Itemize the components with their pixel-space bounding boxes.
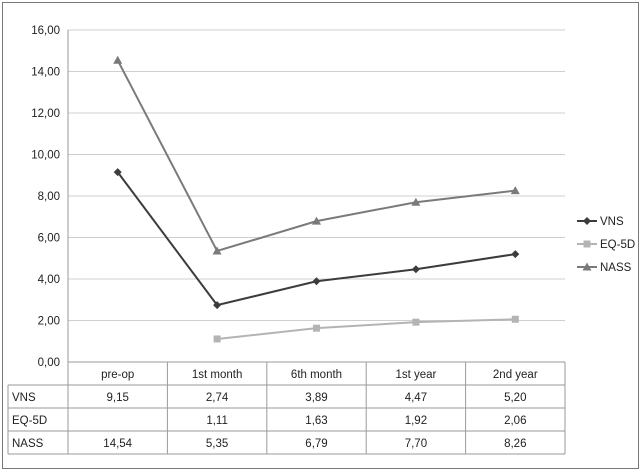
table-cell-value: 7,70	[405, 438, 427, 450]
data-point-vns	[113, 168, 122, 177]
category-label: 1st year	[395, 369, 436, 381]
table-cell-value: 2,74	[206, 392, 229, 404]
table-cell-value: 2,06	[504, 415, 526, 427]
data-point-eq-5d	[313, 324, 320, 332]
table-series-name: EQ-5D	[12, 415, 47, 427]
category-label: 1st month	[192, 369, 243, 381]
y-tick-label: 0,00	[38, 357, 60, 369]
data-point-vns	[511, 250, 520, 259]
table-cell-value: 1,63	[305, 415, 327, 427]
data-point-eq-5d	[511, 315, 519, 323]
table-cell-value: 6,79	[305, 438, 327, 450]
chart-frame	[2, 2, 639, 469]
data-point-nass	[113, 55, 123, 64]
y-tick-label: 6,00	[38, 233, 60, 245]
table-series-name: NASS	[12, 438, 44, 450]
legend-marker	[583, 240, 591, 248]
y-tick-label: 8,00	[38, 191, 60, 203]
y-tick-label: 12,00	[31, 108, 60, 120]
y-tick-label: 10,00	[31, 150, 60, 162]
legend-label: VNS	[600, 216, 624, 228]
category-label: 2nd year	[493, 369, 538, 381]
table-cell-value: 4,47	[405, 392, 427, 404]
table-cell-value: 1,92	[405, 415, 427, 427]
y-tick-label: 4,00	[38, 274, 60, 286]
data-point-eq-5d	[412, 318, 420, 326]
series-line-eq-5d	[216, 318, 516, 340]
data-point-vns	[312, 277, 321, 286]
data-point-vns	[411, 265, 420, 274]
legend-label: EQ-5D	[600, 239, 635, 251]
y-tick-label: 2,00	[38, 316, 60, 328]
y-tick-label: 14,00	[31, 67, 60, 79]
y-tick-label: 16,00	[31, 25, 60, 37]
category-label: pre-op	[101, 369, 134, 381]
legend-marker	[583, 217, 591, 225]
table-cell-value: 5,20	[504, 392, 526, 404]
data-point-eq-5d	[213, 335, 221, 343]
table-cell-value: 9,15	[107, 392, 129, 404]
legend-marker	[582, 262, 592, 271]
table-series-name: VNS	[12, 392, 36, 404]
table-cell-value: 3,89	[305, 392, 327, 404]
category-label: 6th month	[291, 369, 342, 381]
table-cell-value: 14,54	[103, 438, 132, 450]
data-point-nass	[411, 197, 421, 206]
table-cell-value: 5,35	[206, 438, 228, 450]
data-point-vns	[213, 301, 222, 310]
data-point-nass	[312, 216, 321, 225]
table-cell-value: 1,11	[206, 415, 228, 427]
legend-label: NASS	[600, 262, 632, 274]
table-cell-value: 8,26	[504, 438, 526, 450]
data-point-nass	[212, 246, 222, 255]
data-point-nass	[510, 186, 520, 195]
